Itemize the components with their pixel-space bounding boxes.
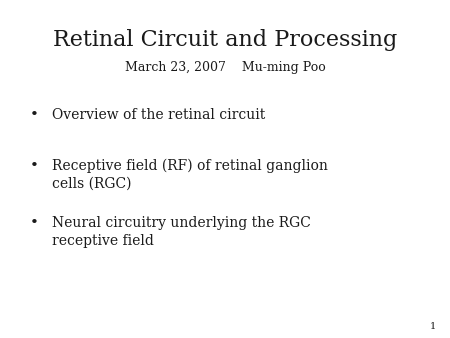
- Text: Overview of the retinal circuit: Overview of the retinal circuit: [52, 108, 265, 122]
- Text: •: •: [29, 216, 38, 230]
- Text: Receptive field (RF) of retinal ganglion
cells (RGC): Receptive field (RF) of retinal ganglion…: [52, 159, 328, 191]
- Text: March 23, 2007    Mu-ming Poo: March 23, 2007 Mu-ming Poo: [125, 61, 325, 74]
- Text: •: •: [29, 108, 38, 122]
- Text: •: •: [29, 159, 38, 173]
- Text: Retinal Circuit and Processing: Retinal Circuit and Processing: [53, 29, 397, 51]
- Text: 1: 1: [430, 322, 436, 331]
- Text: Neural circuitry underlying the RGC
receptive field: Neural circuitry underlying the RGC rece…: [52, 216, 310, 248]
